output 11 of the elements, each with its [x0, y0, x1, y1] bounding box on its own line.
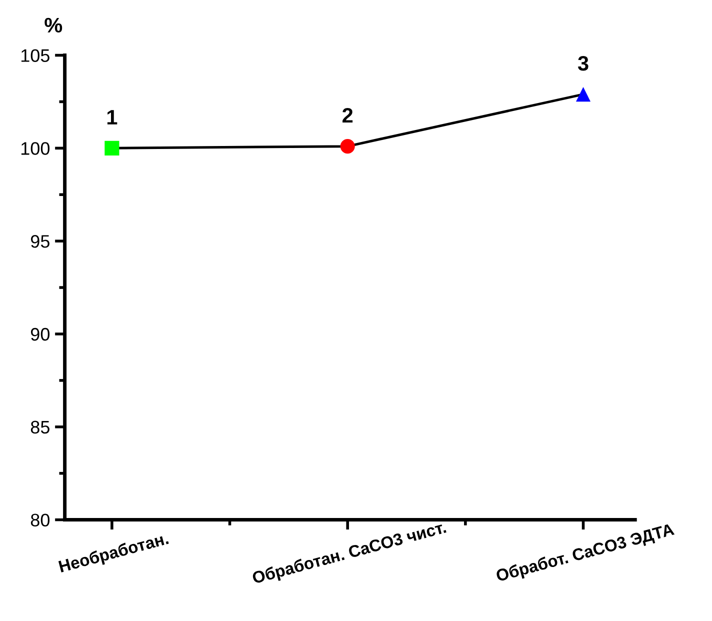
y-tick-label: 85 — [30, 420, 50, 434]
y-tick-label: 105 — [21, 49, 50, 62]
y-tick-label: 80 — [30, 514, 50, 526]
y-tick-label: 100 — [21, 142, 50, 155]
x-tick-label: Обработ. CaCO3 ЭДТА — [495, 522, 676, 585]
annotation: 3 — [578, 56, 588, 71]
annotation: 1 — [107, 110, 118, 124]
y-tick-label: 95 — [30, 235, 50, 248]
y-axis-title: % — [44, 18, 62, 33]
y-tick-label: 90 — [30, 328, 50, 341]
annotation: 2 — [342, 108, 353, 123]
